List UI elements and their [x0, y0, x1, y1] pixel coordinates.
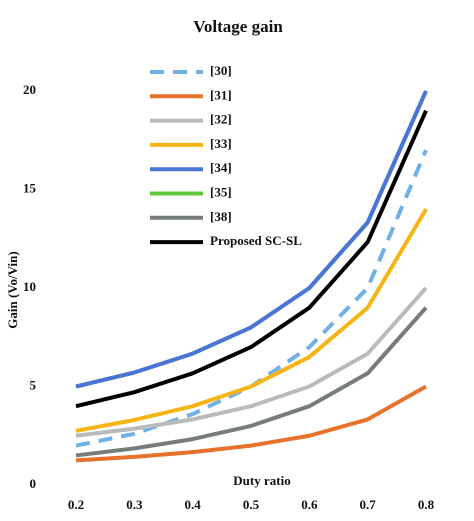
- legend-label: [34]: [210, 160, 232, 175]
- y-tick-label: 10: [23, 279, 36, 294]
- series-line: [75, 306, 428, 458]
- x-tick-label: 0.6: [301, 497, 318, 512]
- legend-label: [33]: [210, 136, 232, 151]
- x-tick-label: 0.7: [360, 497, 377, 512]
- x-tick-label: 0.3: [126, 497, 143, 512]
- series-line: [75, 90, 428, 389]
- series-line: [75, 109, 428, 409]
- y-tick-label: 5: [30, 377, 37, 392]
- legend-label: [30]: [210, 63, 232, 78]
- x-tick-label: 0.2: [68, 497, 84, 512]
- y-axis-label: Gain (Vo/Vin): [5, 251, 20, 328]
- series-line: [75, 208, 428, 433]
- x-tick-label: 0.4: [185, 497, 202, 512]
- y-tick-label: 0: [30, 476, 37, 491]
- y-tick-label: 15: [23, 180, 37, 195]
- series-line: [75, 286, 428, 438]
- x-tick-label: 0.5: [243, 497, 260, 512]
- legend-label: [32]: [210, 112, 232, 127]
- x-tick-label: 0.8: [418, 497, 435, 512]
- legend-label: [38]: [210, 209, 232, 224]
- legend-label: [35]: [210, 184, 232, 199]
- series-line: [75, 384, 427, 463]
- y-tick-label: 20: [23, 82, 36, 97]
- chart-title: Voltage gain: [193, 17, 283, 36]
- x-axis-label: Duty ratio: [233, 473, 290, 488]
- legend-label: Proposed SC-SL: [210, 233, 302, 248]
- legend-label: [31]: [210, 87, 232, 102]
